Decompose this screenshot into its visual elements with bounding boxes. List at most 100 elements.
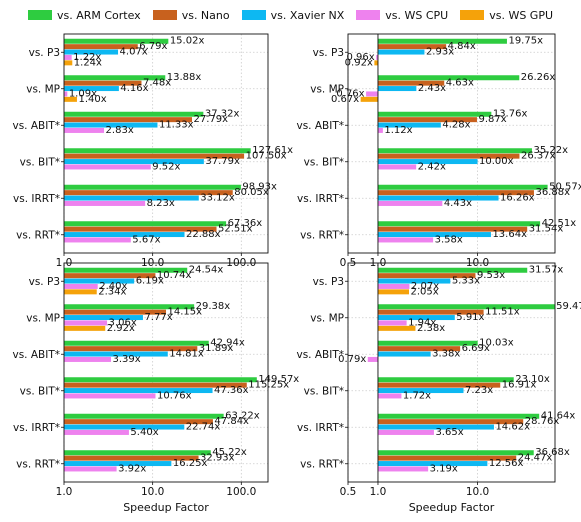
bar [377, 117, 477, 123]
bar [64, 190, 233, 196]
data-label: 80.05x [234, 187, 269, 198]
bar [64, 429, 129, 435]
bar [377, 237, 434, 243]
bar [377, 273, 476, 279]
bar [64, 91, 68, 97]
data-label: 24.54x [189, 265, 224, 276]
data-label: 4.28x [442, 119, 470, 130]
bar [377, 351, 431, 357]
plot-frame [347, 33, 556, 254]
data-label: 31.89x [199, 343, 234, 354]
bar [64, 80, 142, 86]
data-label: 37.79x [205, 156, 240, 167]
data-label: 13.64x [492, 229, 527, 240]
bar [377, 424, 494, 430]
bar [377, 320, 407, 326]
bar [64, 413, 224, 419]
bar [377, 413, 540, 419]
bar [377, 148, 532, 154]
bar [377, 388, 464, 394]
data-label: 47.84x [214, 416, 249, 427]
data-label: 2.83x [106, 125, 134, 136]
data-label: 10.74x [157, 270, 192, 281]
data-label: 10.03x [479, 338, 514, 349]
legend-swatch [356, 10, 381, 20]
plot-frame [63, 262, 269, 483]
data-label: 52.51x [218, 224, 253, 235]
category-label: vs. RRT* [300, 458, 344, 470]
bar [64, 289, 97, 295]
bar [377, 200, 443, 206]
category-label: vs. RRT* [16, 458, 60, 470]
data-label: 31.54x [529, 224, 564, 235]
x-axis-label: Speedup Factor [409, 501, 495, 514]
data-label: 4.07x [120, 46, 148, 57]
bar [64, 86, 119, 92]
bar [64, 122, 158, 128]
legend-label: vs. Xavier NX [270, 8, 345, 22]
bar [64, 315, 143, 321]
bar [377, 309, 484, 315]
data-label: 19.75x [508, 36, 543, 47]
category-label: vs. P3 [29, 47, 60, 59]
data-label: 1.09x [69, 88, 97, 99]
bar [64, 226, 217, 232]
bar [377, 86, 417, 92]
bar [377, 461, 488, 467]
category-label: vs. MP [310, 83, 344, 95]
bar [366, 91, 378, 97]
bar [64, 148, 251, 154]
bar [377, 111, 492, 117]
category-label: vs. P3 [29, 276, 60, 288]
legend-item: vs. WS CPU [356, 9, 448, 22]
data-label: 9.53x [477, 270, 505, 281]
data-label: 28.76x [525, 416, 560, 427]
bar [377, 377, 514, 383]
bar [64, 96, 77, 102]
data-label: 45.22x [212, 447, 247, 458]
bar [377, 304, 555, 310]
data-label: 26.37x [521, 151, 556, 162]
data-label: 9.52x [152, 161, 180, 172]
bar [64, 393, 156, 399]
bar [64, 44, 138, 50]
category-label: vs. IRRT* [13, 422, 60, 434]
plot-frame [347, 262, 556, 483]
data-label: 107.50x [246, 151, 287, 162]
data-label: 14.81x [169, 348, 204, 359]
x-tick-label: 10.0 [141, 486, 164, 498]
bar [64, 325, 106, 331]
x-tick-label: 100.0 [226, 486, 256, 498]
bar [64, 232, 185, 238]
data-label: 13.76x [493, 109, 528, 120]
category-label: vs. ABIT* [12, 349, 60, 361]
x-tick-label: 1.0 [370, 486, 387, 498]
data-label: 11.33x [159, 119, 194, 130]
data-label: 0.67x [331, 94, 359, 105]
category-label: vs. P3 [313, 276, 344, 288]
bar [376, 54, 378, 60]
bar [64, 340, 209, 346]
bar [377, 289, 410, 295]
data-label: 98.93x [242, 182, 277, 193]
bar [377, 127, 383, 133]
data-label: 26.26x [521, 72, 556, 83]
data-label: 24.47x [518, 453, 553, 464]
bar [64, 455, 199, 461]
bar [377, 80, 445, 86]
bar [367, 356, 378, 362]
legend-label: vs. WS GPU [489, 8, 554, 22]
category-label: vs. MP [310, 312, 344, 324]
bar [64, 127, 105, 133]
data-label: 42.51x [542, 218, 577, 229]
bar [64, 382, 247, 388]
bar [64, 273, 156, 279]
bar [377, 419, 524, 425]
data-label: 0.96x [347, 52, 375, 63]
data-label: 3.39x [113, 354, 141, 365]
bar [64, 221, 227, 227]
data-label: 7.48x [143, 78, 171, 89]
data-label: 35.22x [533, 145, 568, 156]
bar [377, 429, 434, 435]
